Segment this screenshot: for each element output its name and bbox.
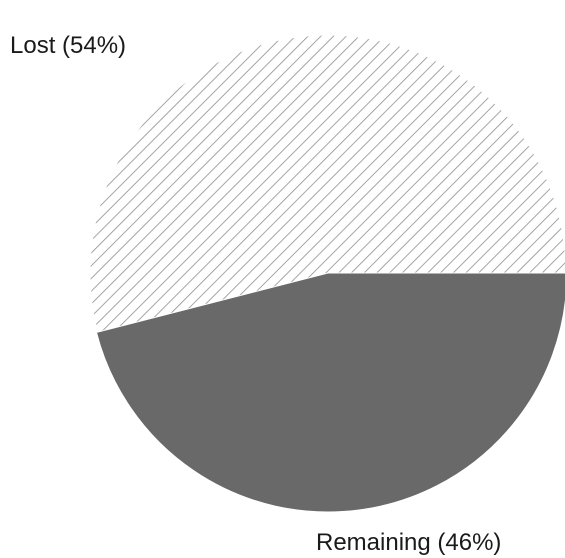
pie-slice-remaining <box>96 272 565 512</box>
slice-label-remaining: Remaining (46%) <box>316 529 501 556</box>
pie-slices <box>89 34 565 512</box>
slice-label-lost: Lost (54%) <box>10 32 126 59</box>
pie-slice-lost <box>89 34 565 333</box>
